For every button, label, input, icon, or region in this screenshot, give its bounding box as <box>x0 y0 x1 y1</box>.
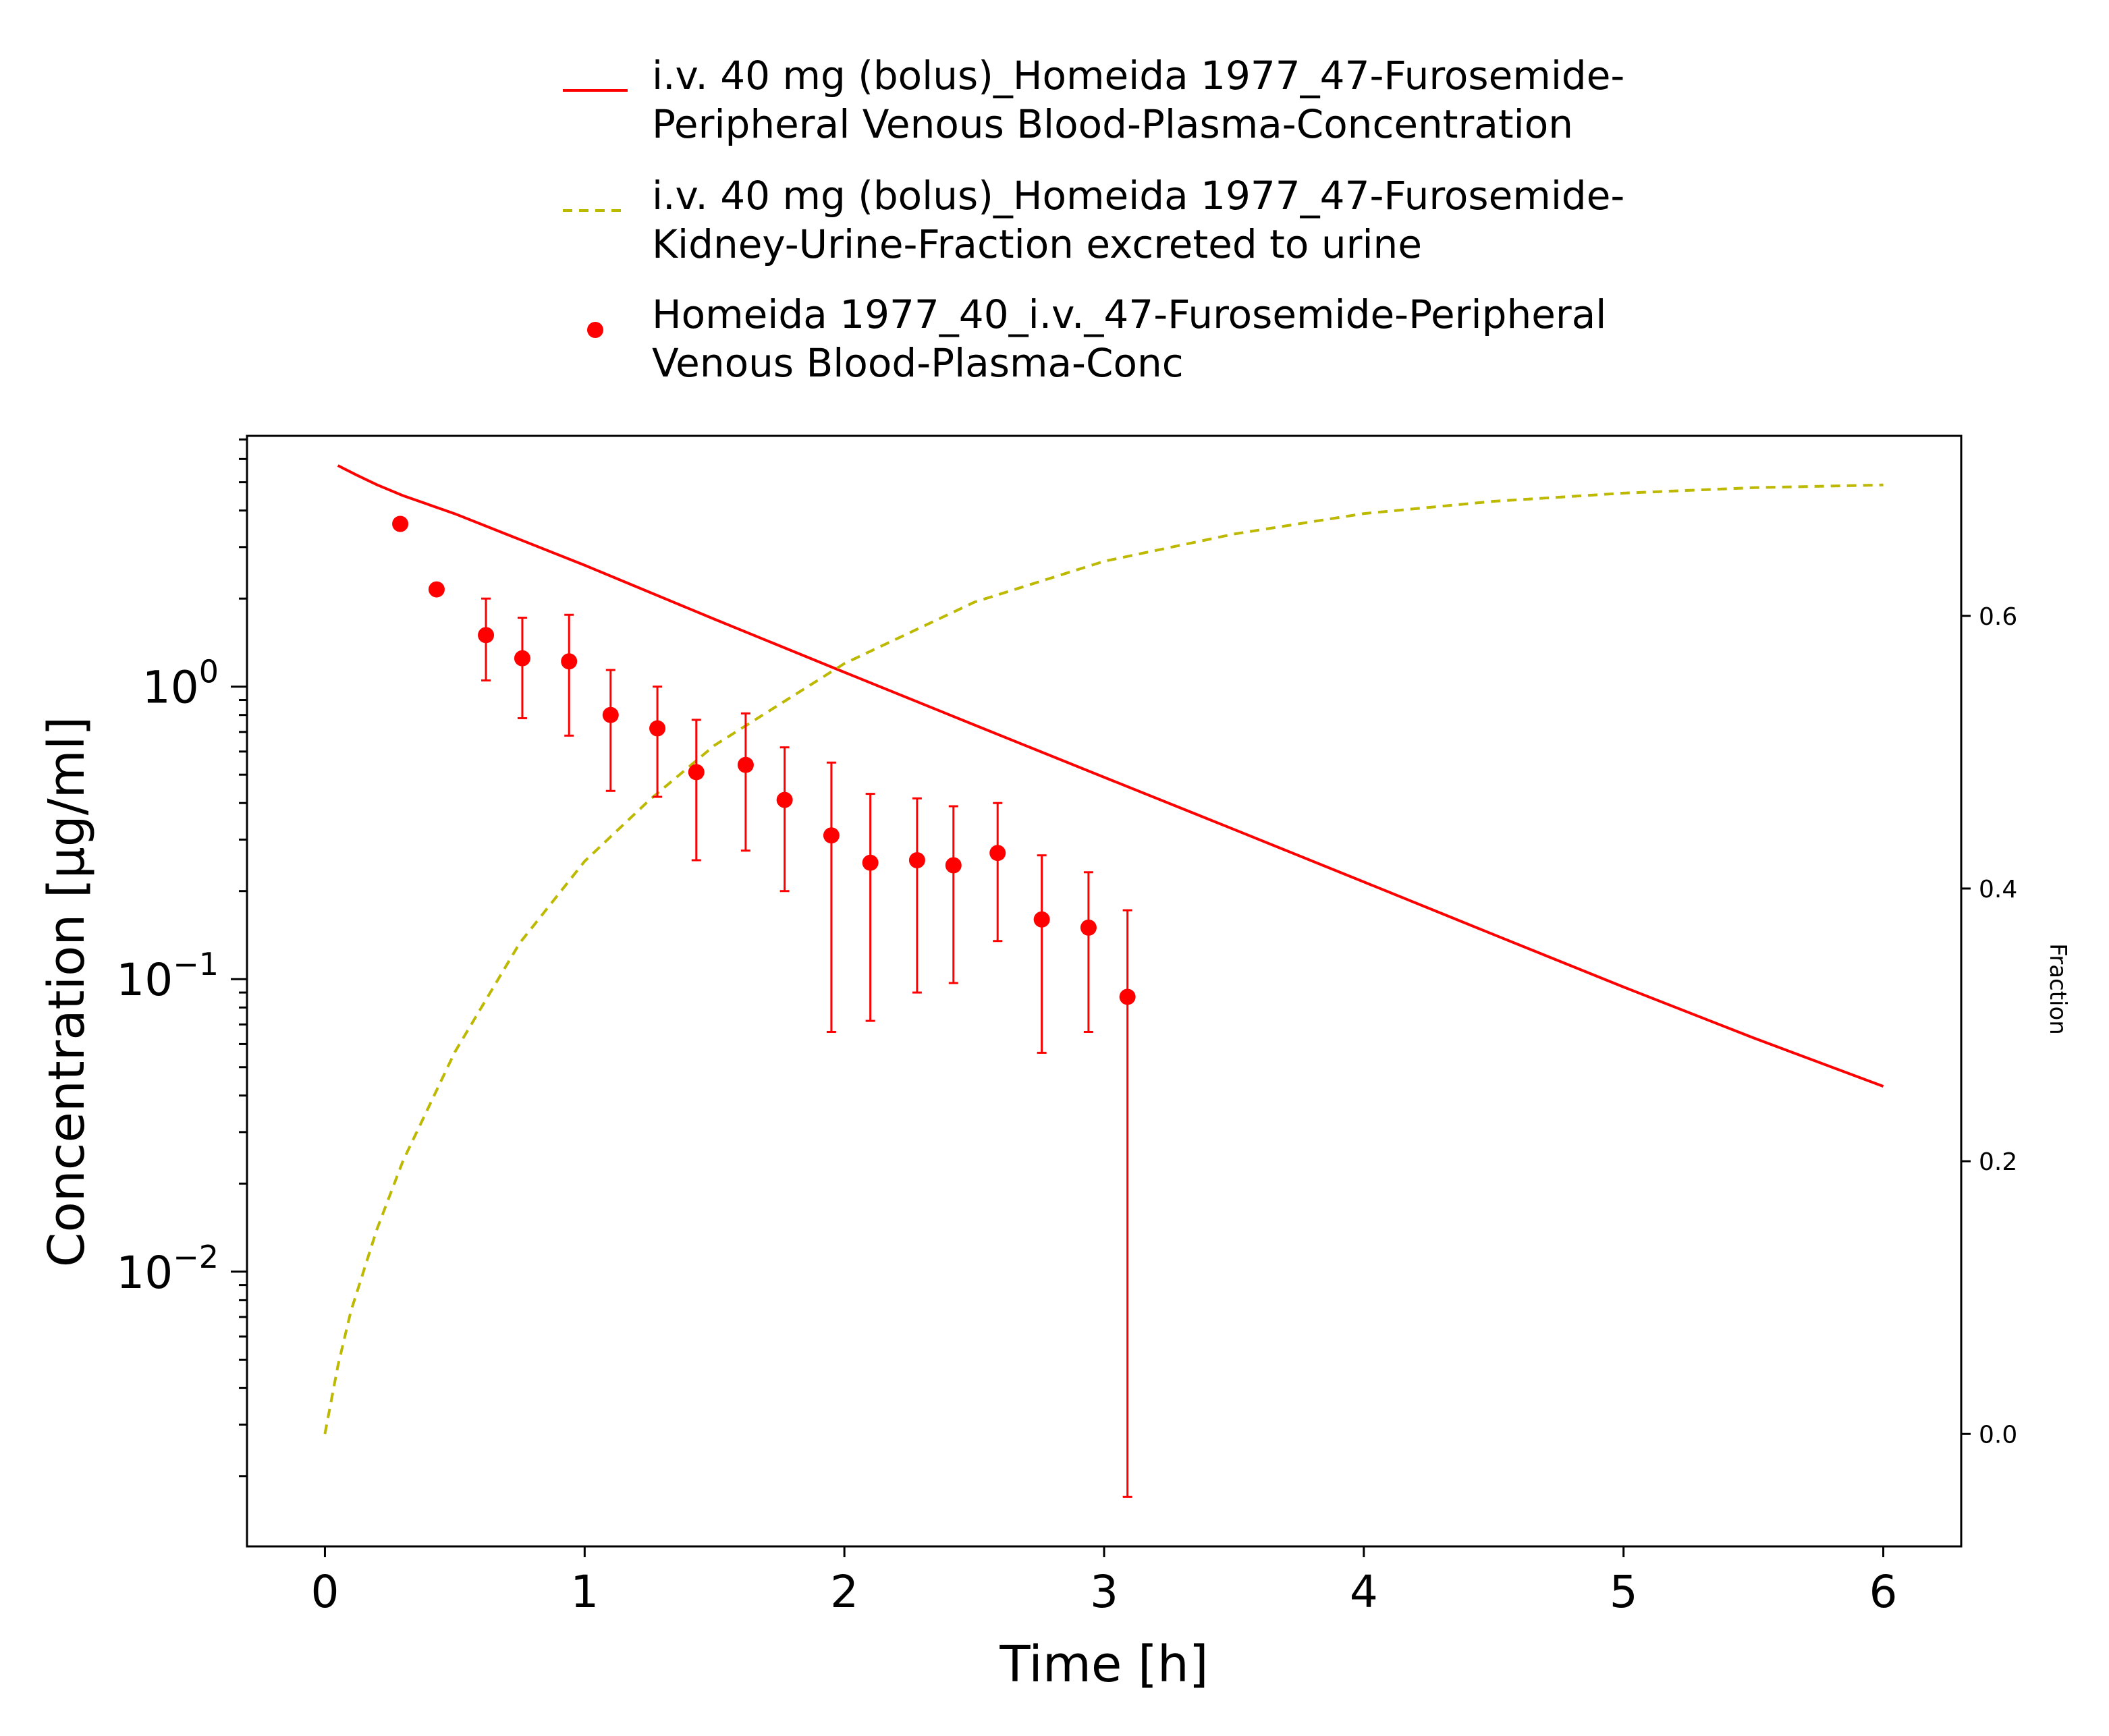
error-bar <box>779 746 790 893</box>
observed-data-point <box>737 756 754 773</box>
y2-tick-label: 0.4 <box>1979 876 2017 903</box>
error-bar <box>605 669 615 792</box>
legend-label-line-2: Kidney-Urine-Fraction excreted to urine <box>652 221 1422 267</box>
series-urine-fraction-line <box>323 483 1884 1434</box>
y-axis-left: 100 10−1 10−2 <box>116 438 247 1478</box>
error-bar <box>517 617 527 719</box>
error-bar <box>564 613 574 737</box>
x-tick-label: 5 <box>1610 1566 1638 1618</box>
observed-data-point <box>908 851 925 868</box>
y2-tick-label: 0.2 <box>1979 1148 2017 1176</box>
x-tick-label: 4 <box>1350 1566 1378 1618</box>
x-axis-title: Time [h] <box>999 1635 1208 1693</box>
observed-data-point <box>561 653 578 670</box>
legend-item-observed-data: Homeida 1977_40_i.v._47-Furosemide-Perip… <box>587 291 1606 386</box>
observed-data-point <box>478 627 495 644</box>
error-bar <box>993 802 1003 943</box>
y-tick-label: 10−1 <box>116 946 219 1006</box>
observed-data-point <box>428 581 445 598</box>
observed-data-point <box>688 764 705 781</box>
error-bar <box>740 712 750 852</box>
error-bar <box>1037 854 1047 1054</box>
series-layer <box>323 464 1884 1498</box>
legend-swatch-marker <box>587 322 603 338</box>
error-bar <box>691 719 701 862</box>
observed-data-point <box>945 857 962 874</box>
y-axis-right: 0.0 0.2 0.4 0.6 <box>1961 603 2017 1449</box>
observed-data-point <box>989 845 1006 862</box>
error-bar <box>826 761 836 1033</box>
y-axis-title: Concentration [µg/ml] <box>38 717 96 1267</box>
legend-label-line-2: Peripheral Venous Blood-Plasma-Concentra… <box>652 101 1573 147</box>
error-bar <box>865 793 875 1022</box>
observed-data-point <box>1033 911 1050 928</box>
y-tick-label: 10−2 <box>116 1239 219 1299</box>
y2-tick-label: 0.6 <box>1979 603 2017 631</box>
observed-data-point <box>776 791 793 808</box>
observed-data-point <box>1119 988 1136 1005</box>
y-tick-label: 100 <box>142 654 219 714</box>
legend-label-line-2: Venous Blood-Plasma-Conc <box>652 340 1184 386</box>
x-tick-label: 1 <box>570 1566 599 1618</box>
observed-data-point <box>514 650 530 667</box>
legend-item-plasma-concentration: i.v. 40 mg (bolus)_Homeida 1977_47-Furos… <box>563 53 1624 147</box>
observed-data-point <box>1080 919 1097 936</box>
error-bar <box>1122 909 1132 1498</box>
observed-data-point <box>392 515 409 532</box>
legend-label-line-1: i.v. 40 mg (bolus)_Homeida 1977_47-Furos… <box>652 53 1624 99</box>
x-tick-label: 0 <box>310 1566 339 1618</box>
legend-item-urine-fraction: i.v. 40 mg (bolus)_Homeida 1977_47-Furos… <box>563 173 1624 267</box>
legend-label-line-1: Homeida 1977_40_i.v._47-Furosemide-Perip… <box>652 291 1606 337</box>
error-bar <box>653 685 663 798</box>
observed-data-point <box>602 706 619 723</box>
observed-data-point <box>823 827 840 844</box>
y2-axis-title: Fraction <box>2044 943 2071 1035</box>
observed-data-point <box>862 854 879 871</box>
error-bar <box>948 805 958 984</box>
x-tick-label: 6 <box>1869 1566 1898 1618</box>
legend-label-line-1: i.v. 40 mg (bolus)_Homeida 1977_47-Furos… <box>652 173 1624 219</box>
legend: i.v. 40 mg (bolus)_Homeida 1977_47-Furos… <box>563 53 1624 386</box>
y2-tick-label: 0.0 <box>1979 1421 2017 1449</box>
error-bar <box>912 797 922 994</box>
error-bar <box>1083 871 1093 1033</box>
x-tick-label: 2 <box>830 1566 858 1618</box>
x-axis: 0 1 2 3 4 5 6 <box>310 1546 1898 1618</box>
x-tick-label: 3 <box>1090 1566 1118 1618</box>
series-plasma-concentration-line <box>337 464 1884 1088</box>
observed-data-point <box>649 720 666 737</box>
